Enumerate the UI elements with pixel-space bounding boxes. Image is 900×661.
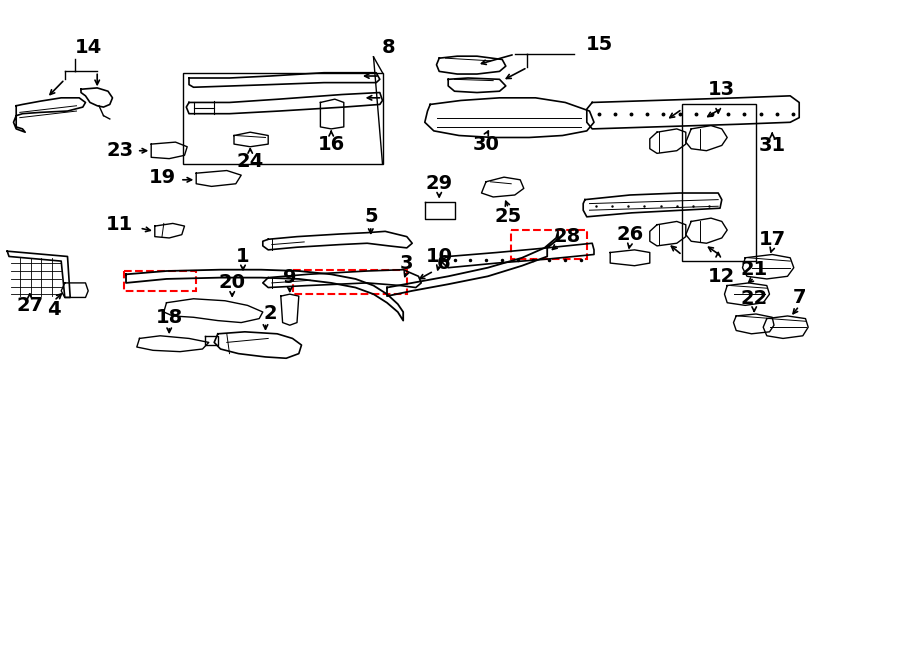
Text: 15: 15 [586, 36, 613, 54]
Text: 30: 30 [472, 135, 500, 153]
Text: 16: 16 [318, 135, 345, 153]
Text: 23: 23 [106, 141, 133, 160]
Text: 8: 8 [382, 38, 396, 57]
Text: 22: 22 [741, 290, 768, 308]
Text: 6: 6 [436, 254, 451, 272]
Text: 9: 9 [283, 268, 297, 287]
Text: 25: 25 [495, 208, 522, 226]
Text: 7: 7 [793, 288, 806, 307]
Text: 12: 12 [708, 267, 735, 286]
Text: 20: 20 [219, 274, 246, 292]
Text: 2: 2 [263, 305, 277, 323]
Text: 21: 21 [741, 260, 768, 279]
Text: 17: 17 [759, 230, 786, 249]
Text: 31: 31 [759, 136, 786, 155]
Text: 3: 3 [400, 254, 414, 272]
Text: 27: 27 [16, 296, 43, 315]
Text: 14: 14 [75, 38, 102, 57]
Text: 26: 26 [616, 225, 643, 244]
Text: 24: 24 [237, 153, 264, 171]
Text: 19: 19 [148, 168, 176, 186]
Text: 18: 18 [156, 308, 183, 327]
Text: 10: 10 [426, 247, 453, 266]
Text: 5: 5 [364, 208, 378, 226]
Bar [292, 270, 407, 294]
Text: 29: 29 [426, 175, 453, 193]
Bar [124, 271, 196, 291]
Bar [682, 104, 756, 261]
Text: 4: 4 [47, 300, 61, 319]
Text: 1: 1 [236, 247, 250, 266]
Text: 28: 28 [554, 227, 580, 246]
Text: 11: 11 [106, 215, 133, 234]
Bar [183, 73, 382, 164]
Text: 13: 13 [708, 80, 735, 98]
Bar [511, 230, 587, 259]
